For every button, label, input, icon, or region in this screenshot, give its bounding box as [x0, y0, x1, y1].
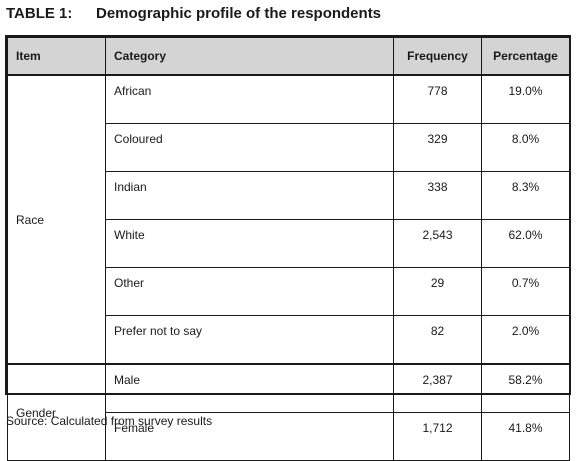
- table-header: Item Category Frequency Percentage: [7, 37, 570, 76]
- frequency-cell: 329: [393, 123, 482, 172]
- table-title: Demographic profile of the respondents: [96, 5, 382, 22]
- table-row: Other 29 0.7%: [8, 267, 570, 316]
- percentage-cell: 58.2%: [481, 363, 570, 413]
- percentage-cell: 19.0%: [481, 74, 570, 124]
- frequency-cell: 778: [393, 74, 482, 124]
- percentage-cell: 2.0%: [481, 315, 570, 365]
- table-row: Coloured 329 8.0%: [8, 123, 570, 172]
- frequency-cell: 29: [393, 267, 482, 316]
- category-cell: Other: [105, 267, 394, 316]
- table-row: Prefer not to say 82 2.0%: [8, 315, 570, 365]
- category-cell: Coloured: [105, 123, 394, 172]
- percentage-cell: 62.0%: [481, 219, 570, 268]
- table-row: White 2,543 62.0%: [8, 219, 570, 268]
- header-percentage: Percentage: [481, 37, 570, 76]
- category-cell: Indian: [105, 171, 394, 220]
- header-category: Category: [105, 37, 394, 76]
- frequency-cell: 2,387: [393, 363, 482, 413]
- frequency-cell: 82: [393, 315, 482, 365]
- frequency-cell: 338: [393, 171, 482, 220]
- category-cell: Prefer not to say: [105, 315, 394, 365]
- item-race: Race: [7, 74, 106, 365]
- percentage-cell: 8.3%: [481, 171, 570, 220]
- table-row: Gender Male 2,387 58.2%: [7, 363, 570, 461]
- category-cell: Male: [105, 363, 394, 413]
- demographic-table-container: Item Category Frequency Percentage Race …: [5, 35, 571, 461]
- category-cell: African: [105, 74, 394, 124]
- percentage-cell: 8.0%: [481, 123, 570, 172]
- table-body: Race African 778 19.0% Coloured 329 8.0%…: [7, 74, 570, 461]
- table-number: TABLE 1:: [6, 5, 73, 22]
- table-caption: TABLE 1: Demographic profile of the respo…: [6, 5, 381, 22]
- item-gender: Gender: [7, 363, 106, 461]
- table-row: Race African 778 19.0%: [7, 74, 570, 365]
- category-cell: White: [105, 219, 394, 268]
- header-row: Item Category Frequency Percentage: [7, 37, 570, 76]
- frequency-cell: 2,543: [393, 219, 482, 268]
- header-item: Item: [7, 37, 106, 76]
- table-row: Indian 338 8.3%: [8, 171, 570, 220]
- source-note: Source: Calculated from survey results: [6, 414, 213, 428]
- header-frequency: Frequency: [393, 37, 482, 76]
- demographic-table: Item Category Frequency Percentage Race …: [7, 37, 570, 461]
- percentage-cell: 0.7%: [481, 267, 570, 316]
